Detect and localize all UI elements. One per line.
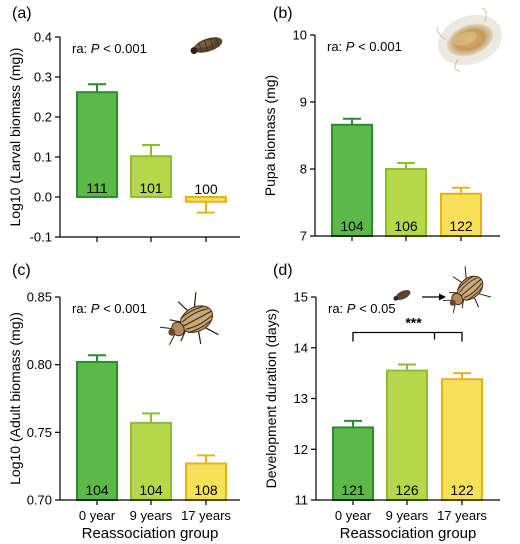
y-tick-label: 8 bbox=[300, 162, 307, 177]
stat-text: ra: P < 0.001 bbox=[327, 39, 402, 54]
y-tick-label: 12 bbox=[294, 442, 308, 457]
x-tick-label: 17 years bbox=[437, 508, 487, 523]
beetle-icon bbox=[159, 292, 219, 346]
y-tick-label: 0.80 bbox=[27, 357, 52, 372]
panel-c: (c) ra: P < 0.001 104 104 108 0.70 0.75 0.80 0.8… bbox=[7, 262, 240, 542]
y-tick-label: 0.0 bbox=[34, 190, 52, 205]
bar bbox=[385, 168, 427, 237]
sample-size-label: 126 bbox=[395, 482, 419, 498]
stat-prefix: ra: bbox=[327, 39, 346, 54]
stat-suffix: < 0.05 bbox=[355, 301, 395, 316]
sample-size-label: 108 bbox=[194, 482, 218, 498]
stat-p: P bbox=[346, 39, 355, 54]
bar bbox=[441, 378, 483, 501]
bar bbox=[331, 123, 373, 237]
larva-to-beetle-icon bbox=[393, 266, 491, 313]
y-tick-label: 9 bbox=[300, 95, 307, 110]
y-tick-label: 13 bbox=[294, 391, 308, 406]
sample-size-label: 104 bbox=[139, 482, 163, 498]
x-tick-label: 0 year bbox=[335, 508, 372, 523]
bar bbox=[76, 91, 118, 198]
x-tick-label: 9 years bbox=[130, 508, 173, 523]
bar bbox=[130, 155, 172, 198]
larva-icon bbox=[190, 37, 223, 55]
panel-label: (d) bbox=[273, 262, 293, 279]
y-tick-label: 11 bbox=[295, 493, 309, 508]
y-tick-label: 0.2 bbox=[34, 110, 52, 125]
stat-prefix: ra: bbox=[72, 301, 91, 316]
panel-label: (b) bbox=[273, 5, 293, 22]
y-axis-label: Log10 (Adult biomass (mg)) bbox=[7, 312, 23, 485]
sample-size-label: 101 bbox=[139, 180, 163, 196]
sample-size-label: 104 bbox=[85, 482, 109, 498]
y-tick-label: 15 bbox=[294, 290, 308, 305]
y-tick-label: 0.1 bbox=[34, 150, 52, 165]
sample-size-label: 100 bbox=[194, 181, 218, 197]
stat-text: ra: P < 0.001 bbox=[72, 41, 147, 56]
stat-prefix: ra: bbox=[328, 301, 347, 316]
panel-label: (c) bbox=[12, 262, 31, 279]
stat-p: P bbox=[347, 301, 356, 316]
panel-a: (a) ra: P < 0.001 111 101 100 -0.1 0.0 0.1 0.2 0.… bbox=[7, 5, 240, 245]
y-axis-label: Development duration (days) bbox=[263, 309, 279, 489]
pupa-icon bbox=[436, 7, 503, 72]
significance-bracket bbox=[352, 331, 463, 342]
sample-size-label: 111 bbox=[86, 180, 107, 196]
y-tick-label: -0.1 bbox=[30, 230, 52, 245]
y-tick-label: 0.70 bbox=[27, 493, 52, 508]
y-tick-label: 0.75 bbox=[27, 425, 52, 440]
stat-p: P bbox=[91, 301, 100, 316]
x-tick-label: 0 year bbox=[79, 508, 116, 523]
stat-suffix: < 0.001 bbox=[99, 41, 146, 56]
sample-size-label: 104 bbox=[340, 218, 364, 234]
x-axis-label: Reassociation group bbox=[340, 525, 477, 542]
y-tick-label: 10 bbox=[293, 28, 307, 43]
stat-prefix: ra: bbox=[72, 41, 91, 56]
bar bbox=[185, 196, 227, 203]
y-tick-label: 0.85 bbox=[27, 290, 52, 305]
x-tick-label: 17 years bbox=[181, 508, 231, 523]
panel-b: (b) ra: P < 0.001 104 106 122 7 8 9 10 Pupa bioma… bbox=[262, 5, 500, 244]
y-axis-label: Log10 (Larval biomass (mg)) bbox=[7, 48, 23, 227]
panel-d: (d) ra: P < 0.05 121 126 122 11 12 13 14 15 0 year… bbox=[263, 262, 500, 542]
y-tick-label: 0.4 bbox=[34, 30, 52, 45]
sample-size-label: 121 bbox=[341, 482, 365, 498]
y-axis-label: Pupa biomass (mg) bbox=[262, 75, 278, 196]
sample-size-label: 122 bbox=[449, 218, 473, 234]
stat-suffix: < 0.001 bbox=[354, 39, 401, 54]
y-tick-label: 7 bbox=[300, 229, 307, 244]
sample-size-label: 106 bbox=[394, 218, 418, 234]
sample-size-label: 122 bbox=[450, 482, 474, 498]
stat-text: ra: P < 0.001 bbox=[72, 301, 147, 316]
x-axis-label: Reassociation group bbox=[82, 525, 219, 542]
bar bbox=[386, 369, 428, 501]
bar bbox=[76, 360, 118, 501]
x-tick-label: 9 years bbox=[386, 508, 429, 523]
stat-suffix: < 0.001 bbox=[99, 301, 146, 316]
significance-label: *** bbox=[405, 315, 422, 331]
y-tick-label: 14 bbox=[294, 340, 308, 355]
stat-p: P bbox=[91, 41, 100, 56]
panel-label: (a) bbox=[12, 5, 32, 22]
y-tick-label: 0.3 bbox=[34, 70, 52, 85]
stat-text: ra: P < 0.05 bbox=[328, 301, 396, 316]
